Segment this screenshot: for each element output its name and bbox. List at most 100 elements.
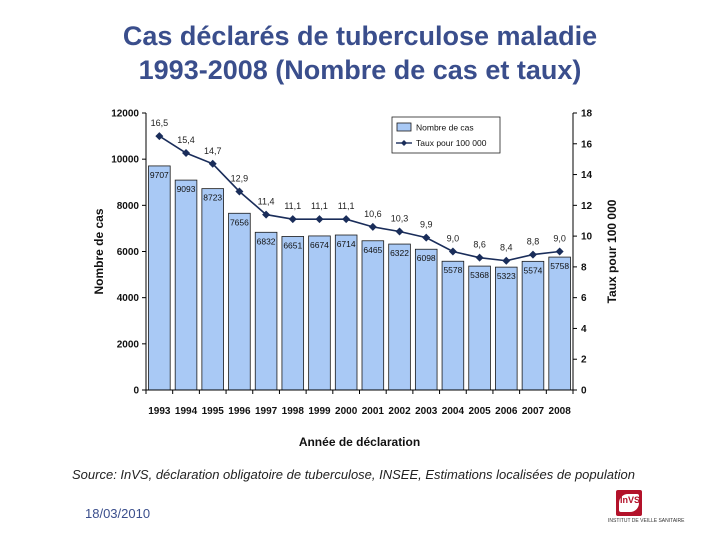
rate-label-2006: 8,4: [500, 243, 513, 253]
left-axis-title: Nombre de cas: [92, 208, 106, 294]
x-tick-label-1993: 1993: [148, 406, 171, 417]
rate-point-1998: [288, 215, 297, 224]
bar-label-2002: 6322: [390, 248, 409, 258]
x-tick-label-1999: 1999: [308, 406, 331, 417]
legend-point-icon: [401, 140, 407, 146]
bar-2000: [334, 234, 358, 391]
legend-label-bars: Nombre de cas: [416, 123, 474, 133]
logo-text: InVS: [620, 495, 641, 505]
rate-label-1995: 14,7: [204, 146, 222, 156]
bar-2002: [388, 243, 411, 391]
bar-label-2003: 6098: [417, 253, 436, 263]
legend-label-line: Taux pour 100 000: [416, 138, 487, 148]
x-tick-label-2008: 2008: [549, 406, 572, 417]
x-tick-label-1997: 1997: [255, 406, 278, 417]
rate-point-2001: [368, 222, 377, 231]
bar-1996: [228, 212, 251, 391]
rate-point-1996: [235, 187, 244, 196]
bar-2003: [414, 248, 438, 391]
bar-1994: [174, 179, 198, 391]
x-tick-label-2002: 2002: [388, 406, 411, 417]
right-axis-title: Taux pour 100 000: [605, 199, 619, 303]
legend-bar-swatch: [396, 122, 412, 132]
right-tick-label: 14: [581, 170, 593, 181]
bar-2001: [361, 240, 385, 391]
rate-label-1999: 11,1: [311, 201, 328, 211]
rate-label-1993: 16,5: [151, 118, 169, 128]
right-tick-label: 12: [581, 201, 593, 212]
right-tick-label: 4: [581, 324, 587, 335]
bar-1998: [281, 236, 305, 391]
left-tick-label: 0: [133, 386, 139, 397]
bar-2006: [495, 266, 518, 391]
bar-label-2004: 5578: [443, 265, 462, 275]
slide-title-line2: 1993-2008 (Nombre de cas et taux): [138, 55, 582, 85]
rate-label-2007: 8,8: [527, 237, 540, 247]
right-tick-label: 16: [581, 139, 593, 150]
x-tick-label-1998: 1998: [282, 406, 305, 417]
rate-point-1997: [262, 210, 271, 219]
rate-point-1994: [182, 149, 191, 158]
x-tick-label-2003: 2003: [415, 406, 438, 417]
bar-label-2006: 5323: [497, 271, 516, 281]
rate-label-1994: 15,4: [177, 135, 195, 145]
logo-subtitle: INSTITUT DE VEILLE SANITAIRE: [608, 518, 685, 524]
invs-logo-icon: [616, 490, 642, 516]
right-tick-label: 10: [581, 232, 593, 243]
rate-point-1999: [315, 215, 324, 224]
rate-point-1995: [208, 159, 217, 168]
left-tick-label: 4000: [117, 293, 140, 304]
rate-label-2008: 9,0: [553, 234, 566, 244]
bar-label-2008: 5758: [550, 261, 569, 271]
bar-2007: [521, 260, 545, 391]
left-tick-label: 12000: [111, 109, 139, 120]
rate-point-2002: [395, 227, 404, 236]
right-tick-label: 18: [581, 109, 593, 120]
left-tick-label: 8000: [117, 201, 140, 212]
bar-label-2001: 6465: [363, 245, 382, 255]
left-tick-label: 2000: [117, 339, 140, 350]
slide-title-line1: Cas déclarés de tuberculose maladie: [122, 21, 598, 51]
bar-label-1994: 9093: [177, 184, 196, 194]
bar-label-1995: 8723: [203, 193, 222, 203]
rate-label-1998: 11,1: [284, 201, 301, 211]
x-tick-label-2007: 2007: [522, 406, 545, 417]
bar-label-1999: 6674: [310, 240, 329, 250]
rate-label-1996: 12,9: [231, 173, 249, 183]
rate-point-2008: [555, 247, 564, 256]
rate-label-2004: 9,0: [447, 234, 460, 244]
x-tick-label-2006: 2006: [495, 406, 518, 417]
rate-point-2006: [502, 256, 511, 265]
right-tick-label: 6: [581, 293, 587, 304]
left-tick-label: 6000: [117, 247, 140, 258]
bar-2008: [548, 256, 571, 391]
bar-2005: [468, 265, 491, 391]
rate-point-2000: [342, 215, 351, 224]
left-tick-label: 10000: [111, 155, 139, 166]
bar-label-1993: 9707: [150, 170, 169, 180]
bar-label-1997: 6832: [257, 236, 276, 246]
bar-label-2007: 5574: [524, 265, 543, 275]
bar-1995: [201, 188, 224, 391]
x-axis-title: Année de déclaration: [299, 435, 420, 449]
x-tick-label-2000: 2000: [335, 406, 358, 417]
rate-point-2003: [422, 233, 431, 242]
bar-label-1998: 6651: [283, 240, 302, 250]
rate-point-1993: [155, 132, 164, 141]
x-tick-label-1994: 1994: [175, 406, 198, 417]
bar-2004: [441, 260, 465, 391]
bar-1999: [308, 235, 331, 391]
x-tick-label-2005: 2005: [468, 406, 491, 417]
right-tick-label: 8: [581, 262, 587, 273]
bar-label-1996: 7656: [230, 217, 249, 227]
x-tick-label-2001: 2001: [362, 406, 385, 417]
source-note: Source: InVS, déclaration obligatoire de…: [72, 467, 635, 482]
invs-logo: InVS INSTITUT DE VEILLE SANITAIRE: [608, 490, 688, 536]
rate-label-2005: 8,6: [473, 240, 486, 250]
x-tick-label-1995: 1995: [202, 406, 225, 417]
right-tick-label: 2: [581, 355, 587, 366]
bar-label-2000: 6714: [337, 239, 356, 249]
rate-point-2004: [448, 247, 457, 256]
rate-point-2007: [528, 250, 537, 259]
